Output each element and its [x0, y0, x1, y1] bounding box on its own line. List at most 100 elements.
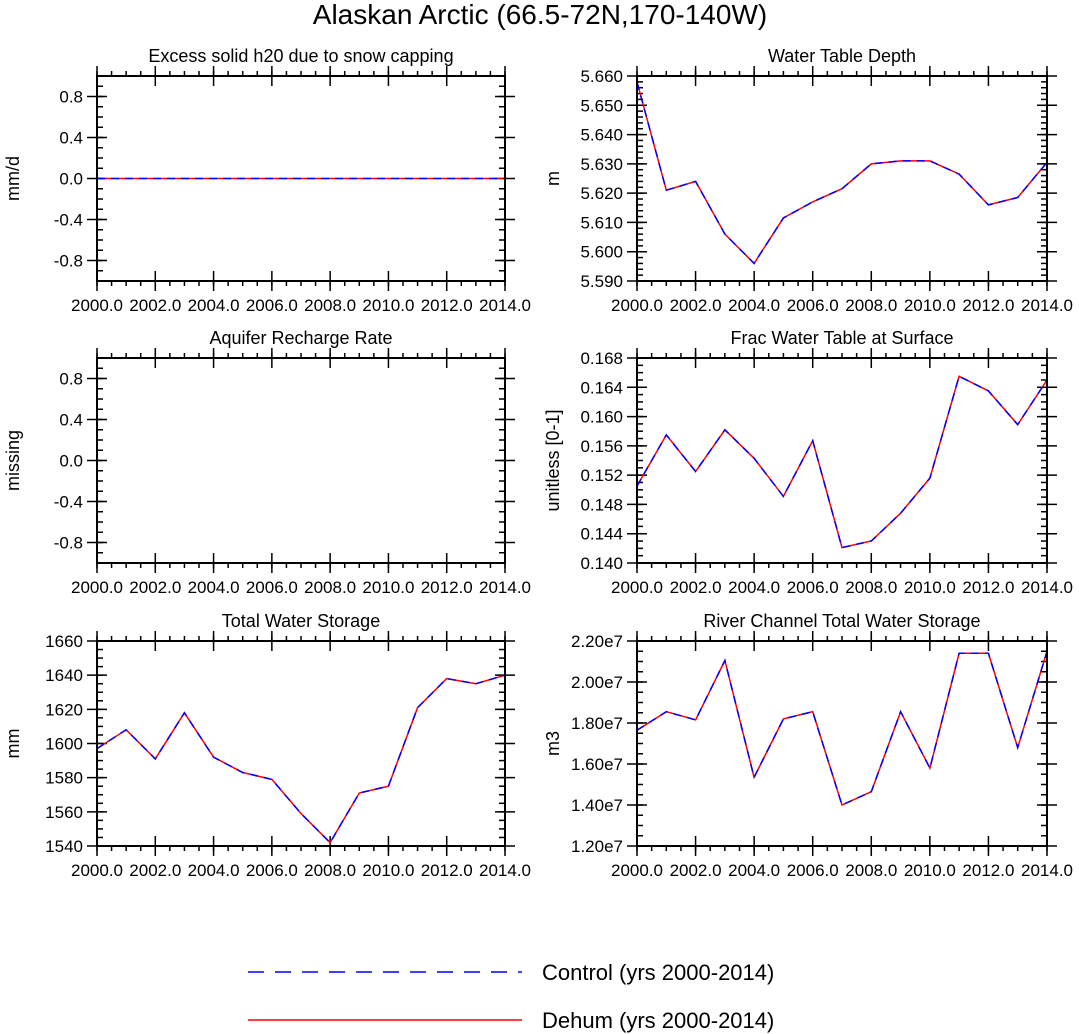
series-control-line — [636, 375, 1048, 549]
y-tick-label: 0.152 — [580, 466, 623, 485]
x-tick-label: 2012.0 — [962, 578, 1014, 597]
x-tick-label: 2004.0 — [188, 296, 240, 315]
y-axis-label: unitless [0-1] — [543, 409, 563, 511]
x-tick-label: 2000.0 — [71, 578, 123, 597]
x-tick-label: 2010.0 — [904, 861, 956, 880]
x-tick-label: 2012.0 — [421, 578, 473, 597]
y-axis-label: m3 — [543, 731, 563, 756]
y-tick-label: 0.168 — [580, 349, 623, 368]
series-dehum-line — [636, 375, 1048, 549]
x-tick-label: 2012.0 — [962, 296, 1014, 315]
y-tick-label: -0.8 — [54, 534, 83, 553]
panel-3: Aquifer Recharge Rate missing -0.8 -0.4 0.0 0… — [3, 328, 531, 597]
y-tick-label: 0.164 — [580, 378, 623, 397]
y-tick-label: 2.20e7 — [571, 632, 623, 651]
x-tick-label: 2000.0 — [71, 861, 123, 880]
x-tick-label: 2010.0 — [362, 861, 414, 880]
y-tick-label: 1580 — [45, 769, 83, 788]
plot-frame — [636, 75, 1048, 282]
y-tick-label: -0.8 — [54, 252, 83, 271]
y-tick-label: 0.0 — [59, 452, 83, 471]
y-tick-label: 5.620 — [580, 184, 623, 203]
series-dehum-line — [636, 81, 1048, 265]
x-tick-label: 2002.0 — [129, 578, 181, 597]
plot-frame — [96, 75, 506, 282]
panel-1: Excess solid h20 due to snow capping mm/d… — [3, 46, 531, 315]
x-tick-label: 2006.0 — [787, 578, 839, 597]
y-tick-label: 1.60e7 — [571, 755, 623, 774]
x-tick-label: 2008.0 — [845, 578, 897, 597]
legend-control-label: Control (yrs 2000-2014) — [542, 960, 774, 985]
x-tick-label: 2010.0 — [904, 578, 956, 597]
y-tick-label: 1600 — [45, 735, 83, 754]
series-dehum-line — [636, 651, 1048, 807]
panel-5: Total Water Storage mm 1540 1560 1580 1600 162… — [3, 611, 531, 880]
x-tick-label: 2014.0 — [479, 861, 531, 880]
x-tick-label: 2006.0 — [787, 861, 839, 880]
x-tick-label: 2000.0 — [71, 296, 123, 315]
plot-frame — [96, 357, 506, 564]
x-tick-label: 2000.0 — [611, 296, 663, 315]
panel-6: River Channel Total Water Storage m3 1.20e… — [543, 611, 1073, 880]
x-tick-label: 2006.0 — [787, 296, 839, 315]
x-tick-label: 2002.0 — [670, 296, 722, 315]
series-control-line — [636, 81, 1048, 265]
y-tick-label: -0.4 — [54, 493, 83, 512]
series-dehum-line — [96, 674, 506, 844]
x-tick-label: 2004.0 — [728, 296, 780, 315]
x-tick-label: 2008.0 — [304, 296, 356, 315]
y-axis-label: mm — [3, 729, 23, 759]
y-tick-label: 1660 — [45, 632, 83, 651]
y-tick-label: 0.148 — [580, 495, 623, 514]
y-tick-label: 0.156 — [580, 437, 623, 456]
x-tick-label: 2004.0 — [728, 861, 780, 880]
y-tick-label: 0.144 — [580, 525, 623, 544]
x-tick-label: 2010.0 — [904, 296, 956, 315]
panels: Excess solid h20 due to snow capping mm/d… — [3, 46, 1073, 880]
panel-title: River Channel Total Water Storage — [703, 611, 980, 631]
panel-title: Water Table Depth — [768, 46, 916, 66]
x-tick-label: 2004.0 — [188, 578, 240, 597]
y-axis-label: missing — [3, 430, 23, 491]
y-tick-label: 1640 — [45, 666, 83, 685]
x-tick-label: 2014.0 — [479, 578, 531, 597]
y-tick-label: 0.140 — [580, 554, 623, 573]
x-tick-label: 2008.0 — [845, 296, 897, 315]
x-tick-label: 2014.0 — [1021, 861, 1073, 880]
figure-title: Alaskan Arctic (66.5-72N,170-140W) — [313, 0, 767, 30]
y-axis-label: m — [543, 171, 563, 186]
plot-frame — [636, 640, 1048, 847]
y-tick-label: 5.600 — [580, 243, 623, 262]
x-tick-label: 2002.0 — [129, 296, 181, 315]
x-tick-label: 2012.0 — [421, 861, 473, 880]
y-tick-label: 0.0 — [59, 170, 83, 189]
x-tick-label: 2008.0 — [304, 861, 356, 880]
y-tick-label: 5.610 — [580, 213, 623, 232]
x-tick-label: 2014.0 — [1021, 578, 1073, 597]
plot-frame — [636, 357, 1048, 564]
series-control-line — [636, 651, 1048, 807]
y-tick-label: 1560 — [45, 803, 83, 822]
y-tick-label: 2.00e7 — [571, 673, 623, 692]
y-tick-label: 0.4 — [59, 411, 83, 430]
y-tick-label: 5.590 — [580, 272, 623, 291]
panel-2: Water Table Depth m 5.590 5.600 5.610 5.620 5.… — [543, 46, 1073, 315]
y-tick-label: 0.8 — [59, 88, 83, 107]
y-tick-label: 5.630 — [580, 155, 623, 174]
y-tick-label: 0.8 — [59, 370, 83, 389]
panel-title: Aquifer Recharge Rate — [209, 328, 392, 348]
x-tick-label: 2004.0 — [188, 861, 240, 880]
x-tick-label: 2006.0 — [246, 861, 298, 880]
panel-title: Excess solid h20 due to snow capping — [148, 46, 453, 66]
y-tick-label: 1.20e7 — [571, 837, 623, 856]
y-tick-label: 5.640 — [580, 126, 623, 145]
y-tick-label: 1.80e7 — [571, 714, 623, 733]
panel-4: Frac Water Table at Surface unitless [0-1… — [543, 328, 1073, 597]
x-tick-label: 2014.0 — [479, 296, 531, 315]
x-tick-label: 2010.0 — [362, 296, 414, 315]
x-tick-label: 2012.0 — [962, 861, 1014, 880]
y-tick-label: 5.660 — [580, 67, 623, 86]
panel-title: Frac Water Table at Surface — [730, 328, 953, 348]
y-tick-label: 0.4 — [59, 129, 83, 148]
